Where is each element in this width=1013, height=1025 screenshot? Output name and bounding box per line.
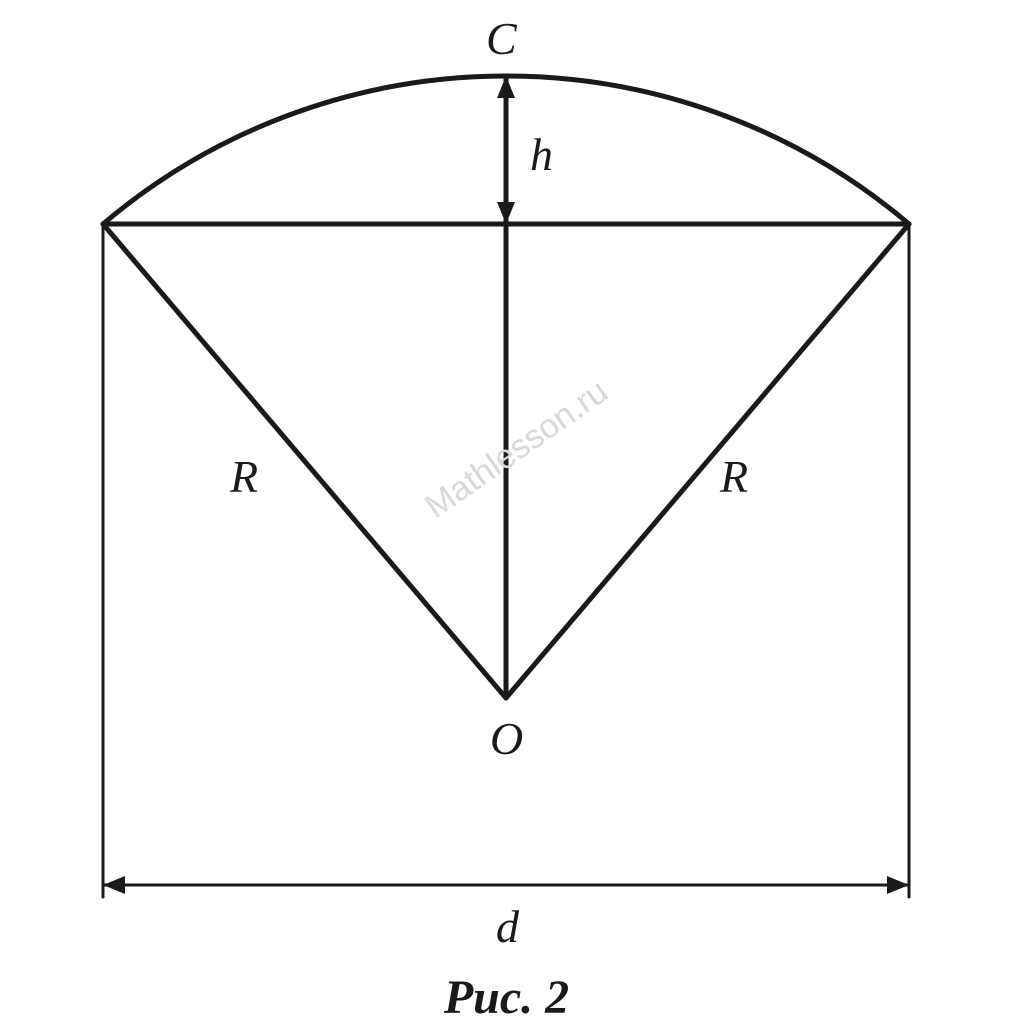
label-R-left: R <box>230 450 258 503</box>
label-O: O <box>490 712 523 765</box>
label-R-right: R <box>720 450 748 503</box>
figure-caption: Рис. 2 <box>0 970 1013 1025</box>
label-d: d <box>496 900 519 953</box>
figure-container: C h R R O d Mathlesson.ru Рис. 2 <box>0 0 1013 1024</box>
geometry-svg <box>0 0 1013 1024</box>
label-h: h <box>530 128 553 181</box>
label-C: C <box>486 12 517 65</box>
